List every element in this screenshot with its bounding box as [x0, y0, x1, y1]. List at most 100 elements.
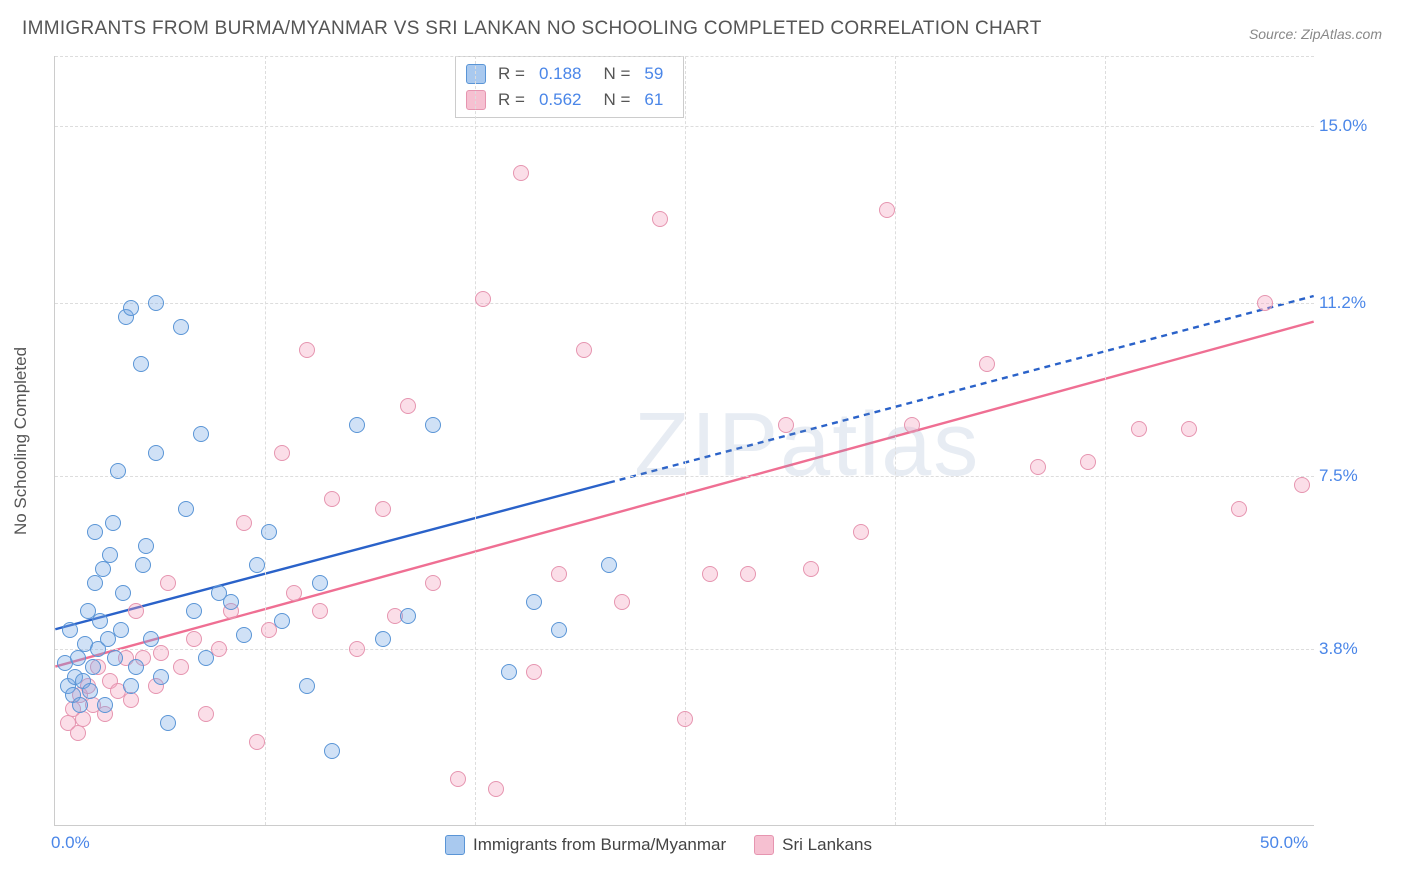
scatter-point	[740, 566, 756, 582]
scatter-point	[261, 524, 277, 540]
legend-series-a-label: Immigrants from Burma/Myanmar	[473, 835, 726, 855]
scatter-point	[375, 501, 391, 517]
scatter-point	[236, 627, 252, 643]
scatter-point	[85, 659, 101, 675]
scatter-point	[138, 538, 154, 554]
scatter-point	[70, 725, 86, 741]
scatter-point	[153, 645, 169, 661]
scatter-point	[274, 613, 290, 629]
scatter-point	[425, 417, 441, 433]
legend-r-label: R =	[498, 90, 525, 110]
scatter-point	[75, 711, 91, 727]
scatter-point	[87, 524, 103, 540]
scatter-point	[143, 631, 159, 647]
scatter-point	[148, 445, 164, 461]
gridline-v	[1105, 56, 1106, 825]
regression-line-extended	[609, 296, 1314, 483]
x-tick-label: 0.0%	[51, 833, 90, 853]
scatter-point	[135, 557, 151, 573]
chart-title: IMMIGRANTS FROM BURMA/MYANMAR VS SRI LAN…	[22, 18, 1042, 40]
scatter-point	[274, 445, 290, 461]
gridline-v	[895, 56, 896, 825]
y-axis-label: No Schooling Completed	[11, 346, 31, 534]
scatter-point	[92, 613, 108, 629]
scatter-point	[97, 697, 113, 713]
scatter-point	[1231, 501, 1247, 517]
scatter-point	[198, 706, 214, 722]
scatter-point	[186, 631, 202, 647]
legend-r-label: R =	[498, 64, 525, 84]
scatter-point	[551, 566, 567, 582]
scatter-point	[400, 398, 416, 414]
scatter-point	[178, 501, 194, 517]
scatter-point	[186, 603, 202, 619]
y-tick-label: 15.0%	[1319, 116, 1389, 136]
legend-series-a-r: 0.188	[539, 64, 582, 84]
scatter-point	[115, 585, 131, 601]
scatter-point	[173, 659, 189, 675]
scatter-point	[160, 715, 176, 731]
legend-n-label: N =	[603, 64, 630, 84]
scatter-point	[1080, 454, 1096, 470]
scatter-point	[123, 300, 139, 316]
scatter-point	[349, 641, 365, 657]
legend-n-label: N =	[603, 90, 630, 110]
scatter-point	[249, 734, 265, 750]
scatter-point	[148, 295, 164, 311]
scatter-point	[349, 417, 365, 433]
scatter-point	[123, 692, 139, 708]
scatter-point	[576, 342, 592, 358]
scatter-point	[110, 463, 126, 479]
scatter-point	[82, 683, 98, 699]
plot-area: No Schooling Completed R = 0.188 N = 59 …	[54, 56, 1314, 826]
y-tick-label: 11.2%	[1319, 293, 1389, 313]
scatter-point	[95, 561, 111, 577]
scatter-point	[223, 594, 239, 610]
scatter-point	[1131, 421, 1147, 437]
y-tick-label: 3.8%	[1319, 639, 1389, 659]
scatter-point	[102, 547, 118, 563]
scatter-point	[87, 575, 103, 591]
scatter-point	[425, 575, 441, 591]
scatter-point	[879, 202, 895, 218]
scatter-point	[123, 678, 139, 694]
legend-series-b-n: 61	[644, 90, 663, 110]
source-label: Source: ZipAtlas.com	[1249, 26, 1382, 42]
scatter-point	[128, 659, 144, 675]
legend-item-a: Immigrants from Burma/Myanmar	[445, 835, 726, 855]
gridline-v	[265, 56, 266, 825]
scatter-point	[113, 622, 129, 638]
gridline-v	[685, 56, 686, 825]
scatter-point	[375, 631, 391, 647]
watermark: ZIPatlas	[634, 394, 980, 497]
y-tick-label: 7.5%	[1319, 466, 1389, 486]
scatter-point	[853, 524, 869, 540]
scatter-point	[551, 622, 567, 638]
scatter-point	[62, 622, 78, 638]
scatter-point	[324, 491, 340, 507]
scatter-point	[133, 356, 149, 372]
scatter-point	[400, 608, 416, 624]
scatter-point	[312, 603, 328, 619]
scatter-point	[324, 743, 340, 759]
swatch-series-b-icon	[754, 835, 774, 855]
scatter-point	[299, 342, 315, 358]
swatch-series-a-icon	[445, 835, 465, 855]
legend-series-b-r: 0.562	[539, 90, 582, 110]
gridline-v	[475, 56, 476, 825]
scatter-point	[601, 557, 617, 573]
legend-item-b: Sri Lankans	[754, 835, 872, 855]
scatter-point	[652, 211, 668, 227]
legend-stats-row-a: R = 0.188 N = 59	[466, 61, 673, 87]
scatter-point	[803, 561, 819, 577]
scatter-point	[778, 417, 794, 433]
scatter-point	[904, 417, 920, 433]
scatter-point	[702, 566, 718, 582]
scatter-point	[198, 650, 214, 666]
scatter-point	[107, 650, 123, 666]
scatter-point	[249, 557, 265, 573]
legend-stats-row-b: R = 0.562 N = 61	[466, 87, 673, 113]
scatter-point	[173, 319, 189, 335]
scatter-point	[72, 697, 88, 713]
legend-series-b-label: Sri Lankans	[782, 835, 872, 855]
